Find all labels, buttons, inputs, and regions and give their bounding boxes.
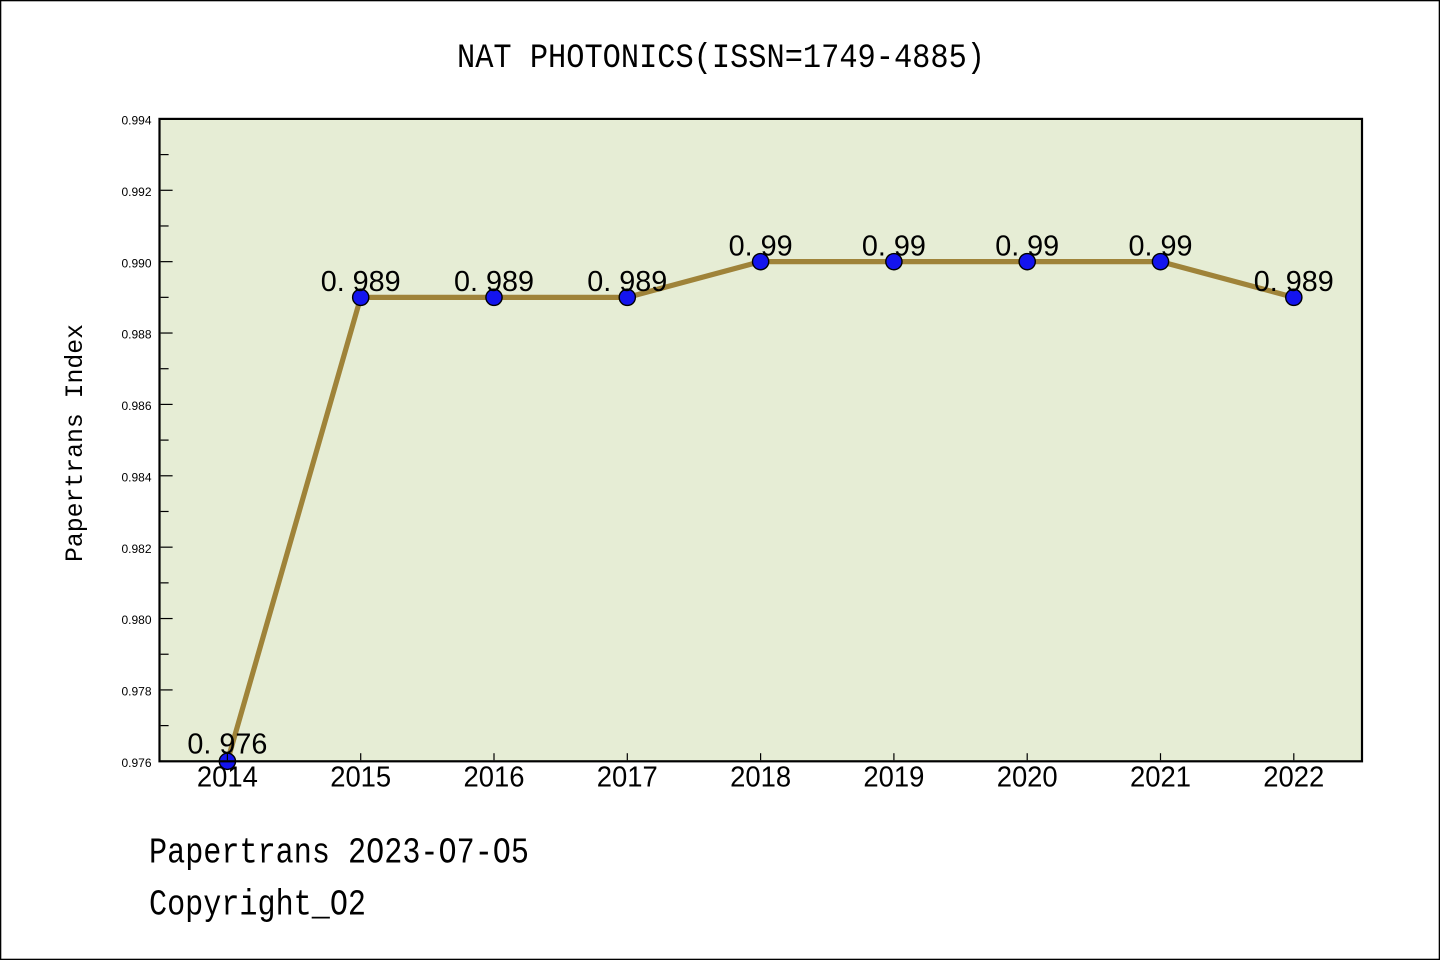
svg-text:0.990: 0.990 — [121, 256, 151, 270]
svg-text:0.992: 0.992 — [121, 185, 151, 199]
svg-text:0. 989: 0. 989 — [321, 266, 401, 298]
svg-text:0. 99: 0. 99 — [729, 231, 793, 263]
svg-text:0. 989: 0. 989 — [587, 266, 667, 298]
svg-text:0. 976: 0. 976 — [187, 729, 267, 761]
svg-text:0.976: 0.976 — [121, 756, 151, 770]
svg-text:2017: 2017 — [597, 762, 658, 794]
svg-text:0. 989: 0. 989 — [1254, 266, 1334, 298]
svg-text:0. 989: 0. 989 — [454, 266, 534, 298]
svg-text:0.980: 0.980 — [121, 613, 151, 627]
svg-text:NAT PHOTONICS(ISSN=1749-4885): NAT PHOTONICS(ISSN=1749-4885) — [457, 40, 985, 78]
svg-text:0.984: 0.984 — [121, 470, 151, 484]
svg-text:2018: 2018 — [730, 762, 791, 794]
svg-text:2020: 2020 — [997, 762, 1058, 794]
svg-text:2019: 2019 — [863, 762, 924, 794]
svg-text:0.994: 0.994 — [121, 114, 151, 128]
svg-text:0. 99: 0. 99 — [862, 231, 926, 263]
svg-text:0.986: 0.986 — [121, 399, 151, 413]
svg-text:0.978: 0.978 — [121, 685, 151, 699]
svg-text:2021: 2021 — [1130, 762, 1191, 794]
svg-text:0. 99: 0. 99 — [995, 231, 1059, 263]
svg-text:0.982: 0.982 — [121, 542, 151, 556]
svg-text:0.988: 0.988 — [121, 328, 151, 342]
svg-text:2022: 2022 — [1263, 762, 1324, 794]
svg-text:Papertrans 2O23-O7-O5: Papertrans 2O23-O7-O5 — [149, 833, 529, 874]
svg-text:0. 99: 0. 99 — [1129, 231, 1193, 263]
svg-text:Papertrans Index: Papertrans Index — [61, 324, 90, 562]
svg-text:2014: 2014 — [197, 762, 258, 794]
svg-text:2016: 2016 — [464, 762, 525, 794]
svg-text:2015: 2015 — [330, 762, 391, 794]
svg-text:Copyright_O2: Copyright_O2 — [149, 885, 366, 926]
